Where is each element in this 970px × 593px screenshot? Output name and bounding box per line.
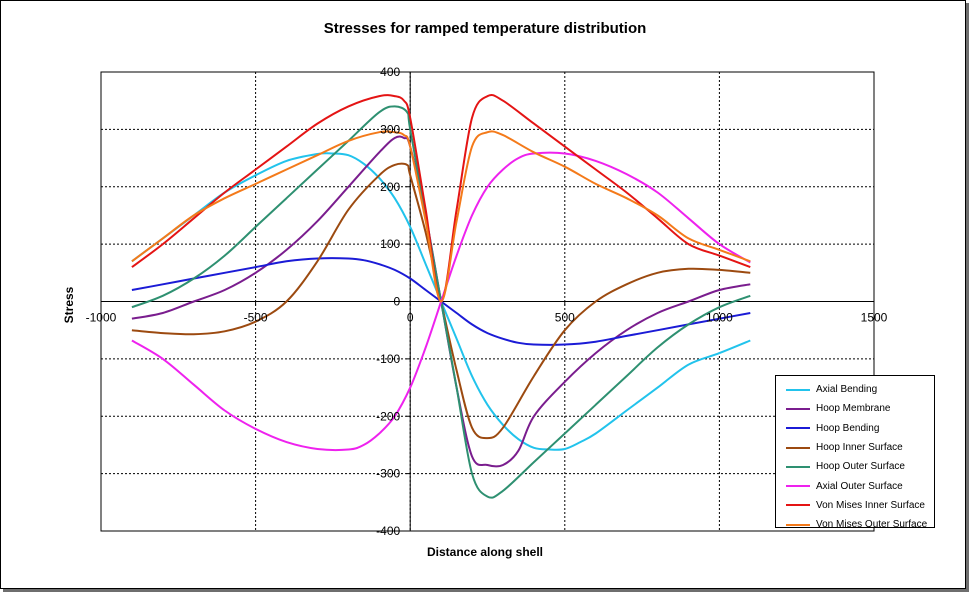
x-tick-label: -500 (244, 311, 268, 325)
legend-label: Hoop Inner Surface (816, 442, 903, 454)
legend: Axial Bending Hoop Membrane Hoop Bending Ho… (775, 375, 935, 530)
y-tick-label: 200 (380, 180, 400, 194)
legend-label: Hoop Membrane (816, 403, 891, 415)
y-tick-label: 0 (394, 295, 401, 309)
legend-swatch (786, 465, 810, 468)
legend-label: Von Mises Inner Surface (816, 499, 925, 511)
legend-swatch (786, 427, 810, 430)
legend-item: Hoop Bending (776, 419, 934, 438)
legend-item: Hoop Membrane (776, 399, 934, 418)
series-line-4 (131, 105, 751, 499)
legend-label: Axial Outer Surface (816, 480, 903, 492)
legend-item: Von Mises Outer Surface (776, 515, 934, 534)
legend-swatch (786, 485, 810, 488)
y-tick-label: 400 (380, 65, 400, 79)
y-tick-label: -400 (376, 524, 400, 538)
x-tick-label: 0 (407, 311, 414, 325)
series-line-7 (131, 130, 751, 303)
y-tick-label: 100 (380, 237, 400, 251)
series-line-0 (131, 152, 751, 451)
y-tick-label: -300 (376, 467, 400, 481)
legend-swatch (786, 388, 810, 391)
legend-item: Hoop Outer Surface (776, 457, 934, 476)
legend-swatch (786, 523, 810, 526)
legend-item: Axial Outer Surface (776, 476, 934, 495)
x-axis-label: Distance along shell (426, 545, 544, 559)
chart-title: Stresses for ramped temperature distribu… (323, 20, 647, 37)
legend-swatch (786, 504, 810, 507)
y-tick-label: -100 (376, 352, 400, 366)
legend-label: Hoop Outer Surface (816, 461, 905, 473)
legend-swatch (786, 407, 810, 410)
legend-item: Axial Bending (776, 380, 934, 399)
legend-label: Von Mises Outer Surface (816, 519, 928, 531)
x-tick-label: 1500 (861, 311, 888, 325)
x-tick-label: -1000 (86, 311, 117, 325)
legend-label: Axial Bending (816, 384, 878, 396)
legend-swatch (786, 446, 810, 449)
x-tick-label: 500 (555, 311, 575, 325)
y-tick-label: 300 (380, 122, 400, 136)
y-tick-label: -200 (376, 409, 400, 423)
legend-item: Hoop Inner Surface (776, 438, 934, 457)
legend-item: Von Mises Inner Surface (776, 496, 934, 515)
x-tick-label: 1000 (706, 311, 733, 325)
legend-label: Hoop Bending (816, 422, 880, 434)
